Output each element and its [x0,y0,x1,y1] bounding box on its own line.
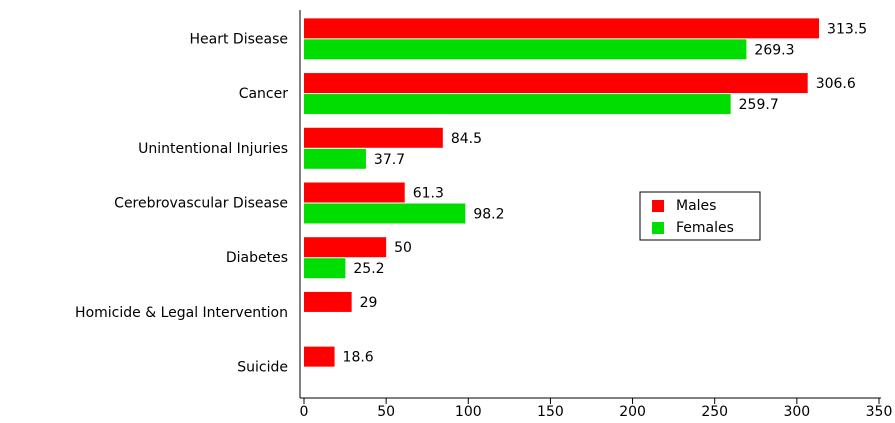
legend-label: Females [676,220,734,236]
data-label: 313.5 [827,21,867,37]
bar [304,94,731,115]
data-label: 50 [394,240,412,256]
bar [304,73,808,94]
y-tick-label: Cancer [239,86,289,102]
legend-swatch [652,222,664,234]
bar [304,182,405,203]
x-tick-label: 200 [619,404,646,420]
bar [304,291,352,312]
data-label: 25.2 [353,261,384,277]
bar [304,203,466,224]
data-label: 18.6 [343,350,374,366]
bar [304,18,820,39]
x-tick-label: 150 [537,404,564,420]
data-label: 98.2 [473,207,504,223]
x-tick-label: 300 [783,404,810,420]
x-tick-label: 100 [455,404,482,420]
bar [304,258,346,279]
y-tick-label: Homicide & Legal Intervention [75,305,288,321]
legend-swatch [652,200,664,212]
data-label: 259.7 [739,97,779,113]
y-tick-label: Heart Disease [190,31,288,47]
x-tick-label: 250 [701,404,728,420]
data-label: 29 [360,295,378,311]
legend-label: Males [676,198,716,214]
x-tick-label: 0 [300,404,309,420]
x-tick-label: 50 [377,404,395,420]
y-tick-label: Cerebrovascular Disease [114,196,288,212]
y-tick-label: Suicide [237,360,288,376]
y-tick-label: Diabetes [226,250,288,266]
data-label: 84.5 [451,131,482,147]
data-label: 269.3 [754,42,794,58]
bar [304,148,366,169]
bar [304,237,387,258]
bar [304,346,335,367]
bar [304,127,443,148]
data-label: 306.6 [816,76,856,92]
bar [304,39,747,60]
x-tick-label: 350 [866,404,893,420]
data-label: 37.7 [374,152,405,168]
data-label: 61.3 [413,186,444,202]
y-tick-label: Unintentional Injuries [138,141,288,157]
